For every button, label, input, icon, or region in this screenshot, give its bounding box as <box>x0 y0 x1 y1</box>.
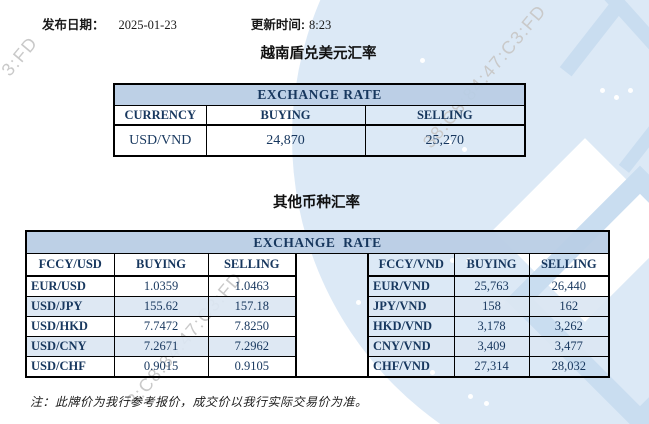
buying-rate-cell: 3,178 <box>453 316 530 337</box>
table-band-row: EXCHANGE RATE <box>25 230 610 254</box>
update-time-label: 更新时间: <box>250 18 306 32</box>
col-fccy-vnd: FCCY/VND <box>367 253 455 277</box>
buying-rate-cell: 27,314 <box>453 356 530 378</box>
currency-pair-cell: EUR/VND <box>367 275 455 297</box>
table-header-row: CURRENCY BUYING SELLING <box>113 105 526 126</box>
meta-line: 发布日期： 2025-01-23 更新时间: 8:23 <box>42 14 331 33</box>
selling-rate-cell: 162 <box>528 296 610 317</box>
selling-rate-cell: 25,270 <box>364 124 526 157</box>
col-selling: SELLING <box>364 105 526 126</box>
currency-pair-cell: CNY/VND <box>367 336 455 357</box>
table-band-row: EXCHANGE RATE <box>113 83 526 106</box>
buying-rate-cell: 7.7472 <box>113 316 209 337</box>
col-buying: BUYING <box>453 253 530 277</box>
watermark-chevron-stroke <box>603 0 649 63</box>
usd-vnd-table-title: 越南盾兑美元汇率 <box>260 46 377 62</box>
currency-pair-cell: HKD/VND <box>367 316 455 337</box>
currency-pair-cell: USD/HKD <box>25 316 115 337</box>
other-currency-rate-table: EXCHANGE RATE FCCY/USD BUYING SELLING FC… <box>25 230 611 378</box>
col-fccy-usd: FCCY/USD <box>25 253 115 277</box>
selling-rate-cell: 0.9105 <box>207 356 297 378</box>
col-buying: BUYING <box>113 253 209 277</box>
selling-rate-cell: 3,477 <box>528 336 610 357</box>
usd-vnd-rate-table: EXCHANGE RATE CURRENCY BUYING SELLING US… <box>113 83 527 157</box>
publish-date-label: 发布日期： <box>42 18 105 32</box>
watermark-chevron-stroke <box>618 116 649 173</box>
buying-rate-cell: 7.2671 <box>113 336 209 357</box>
watermark-text: 3:FD <box>0 32 42 80</box>
col-selling: SELLING <box>207 253 297 277</box>
buying-rate-cell: 155.62 <box>113 296 209 317</box>
currency-pair-cell: USD/VND <box>113 124 207 157</box>
buying-rate-cell: 24,870 <box>205 124 366 157</box>
selling-rate-cell: 1.0463 <box>207 275 297 297</box>
buying-rate-cell: 25,763 <box>453 275 530 297</box>
selling-rate-cell: 26,440 <box>528 275 610 297</box>
currency-pair-cell: USD/CNY <box>25 336 115 357</box>
buying-rate-cell: 158 <box>453 296 530 317</box>
currency-pair-cell: USD/CHF <box>25 356 115 378</box>
buying-rate-cell: 3,409 <box>453 336 530 357</box>
selling-rate-cell: 7.2962 <box>207 336 297 357</box>
exchange-rate-band: EXCHANGE RATE <box>25 230 610 254</box>
publish-date-value: 2025-01-23 <box>118 18 177 32</box>
other-currency-table-title: 其他币种汇率 <box>273 195 360 211</box>
col-currency: CURRENCY <box>113 105 207 126</box>
footnote: 注：此牌价为我行参考报价，成交价以我行实际交易价为准。 <box>30 395 368 409</box>
selling-rate-cell: 7.8250 <box>207 316 297 337</box>
col-selling: SELLING <box>528 253 610 277</box>
buying-rate-cell: 0.9015 <box>113 356 209 378</box>
selling-rate-cell: 28,032 <box>528 356 610 378</box>
gap-column <box>295 253 369 378</box>
table-row: USD/VND 24,870 25,270 <box>113 124 526 157</box>
buying-rate-cell: 1.0359 <box>113 275 209 297</box>
currency-pair-cell: EUR/USD <box>25 275 115 297</box>
exchange-rate-band: EXCHANGE RATE <box>113 83 526 106</box>
currency-pair-cell: JPY/VND <box>367 296 455 317</box>
col-buying: BUYING <box>205 105 366 126</box>
watermark-chevron-stroke <box>559 0 629 77</box>
table-header-row: FCCY/USD BUYING SELLING FCCY/VND BUYING … <box>25 253 610 378</box>
currency-pair-cell: CHF/VND <box>367 356 455 378</box>
currency-pair-cell: USD/JPY <box>25 296 115 317</box>
selling-rate-cell: 157.18 <box>207 296 297 317</box>
selling-rate-cell: 3,262 <box>528 316 610 337</box>
update-time-value: 8:23 <box>309 18 332 32</box>
